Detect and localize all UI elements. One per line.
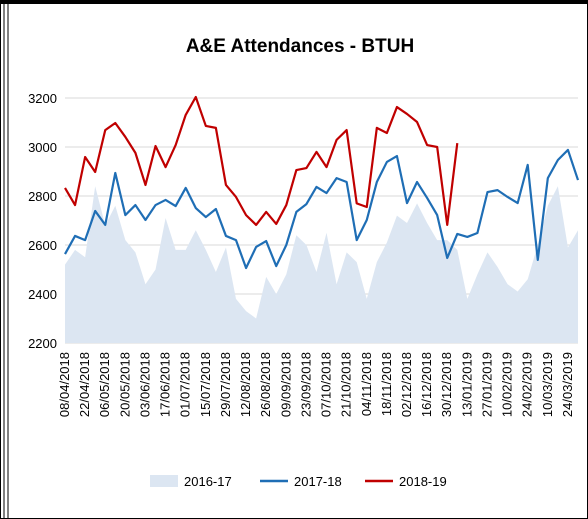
x-tick-label: 12/08/2018 <box>238 352 253 417</box>
x-tick-label: 10/03/2019 <box>540 352 555 417</box>
x-tick-label: 17/06/2018 <box>158 352 173 417</box>
x-tick-label: 20/05/2018 <box>117 352 132 417</box>
x-tick-label: 08/04/2018 <box>57 352 72 417</box>
x-tick-label: 13/01/2019 <box>459 352 474 417</box>
legend-swatch <box>150 475 178 487</box>
x-tick-label: 09/09/2018 <box>278 352 293 417</box>
y-tick-label: 2400 <box>28 287 57 302</box>
legend-label: 2016-17 <box>184 474 232 489</box>
x-tick-label: 29/07/2018 <box>218 352 233 417</box>
legend-label: 2018-19 <box>399 474 447 489</box>
x-tick-label: 04/11/2018 <box>359 352 374 416</box>
line <box>64 148 580 270</box>
x-tick-label: 27/01/2019 <box>479 352 494 417</box>
x-tick-label: 03/06/2018 <box>137 352 152 417</box>
y-tick-label: 2600 <box>28 238 57 253</box>
x-tick-label: 07/10/2018 <box>319 352 334 417</box>
x-tick-label: 18/11/2018 <box>379 352 394 416</box>
area <box>65 186 578 343</box>
x-tick-label: 06/05/2018 <box>97 352 112 417</box>
y-tick-label: 3000 <box>28 140 57 155</box>
x-tick-label: 23/09/2018 <box>298 352 313 417</box>
y-tick-label: 3200 <box>28 91 57 106</box>
legend-label: 2017-18 <box>294 474 342 489</box>
x-tick-label: 21/10/2018 <box>339 352 354 417</box>
x-tick-label: 01/07/2018 <box>178 352 193 417</box>
x-tick-label: 26/08/2018 <box>258 352 273 417</box>
x-tick-label: 24/02/2019 <box>520 352 535 417</box>
x-tick-label: 16/12/2018 <box>419 352 434 417</box>
x-tick-label: 30/12/2018 <box>439 352 454 417</box>
x-tick-label: 02/12/2018 <box>399 352 414 417</box>
x-tick-label: 10/02/2019 <box>500 352 515 417</box>
x-tick-label: 15/07/2018 <box>198 352 213 417</box>
x-tick-label: 22/04/2018 <box>77 352 92 417</box>
chart-title: A&E Attendances - BTUH <box>186 36 414 57</box>
line <box>64 95 459 227</box>
y-tick-label: 2200 <box>28 336 57 351</box>
x-tick-label: 24/03/2019 <box>560 352 575 417</box>
y-tick-label: 2800 <box>28 189 57 204</box>
